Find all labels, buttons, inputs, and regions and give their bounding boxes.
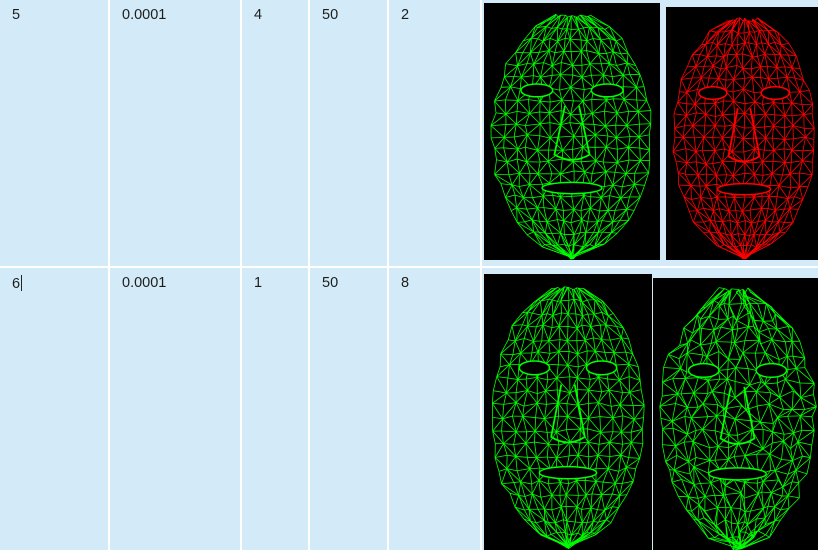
table-cell[interactable]: 50: [310, 268, 387, 550]
table-cell-images: [482, 268, 818, 550]
text-cursor: [21, 275, 22, 291]
table-cell[interactable]: 8: [389, 268, 480, 550]
table-cell[interactable]: 50: [310, 0, 387, 266]
table-cell[interactable]: 6: [0, 268, 108, 550]
face-mesh-green-deformed: [653, 278, 818, 550]
table-cell-images: [482, 0, 818, 266]
table-cell[interactable]: 1: [242, 268, 308, 550]
table-cell[interactable]: 4: [242, 0, 308, 266]
face-mesh-green: [484, 274, 652, 550]
table-cell[interactable]: 0.0001: [110, 268, 240, 550]
face-mesh-red: [666, 7, 818, 260]
table-cell[interactable]: 0.0001: [110, 0, 240, 266]
face-mesh-green: [484, 3, 660, 260]
table-cell[interactable]: 2: [389, 0, 480, 266]
table-cell[interactable]: 5: [0, 0, 108, 266]
